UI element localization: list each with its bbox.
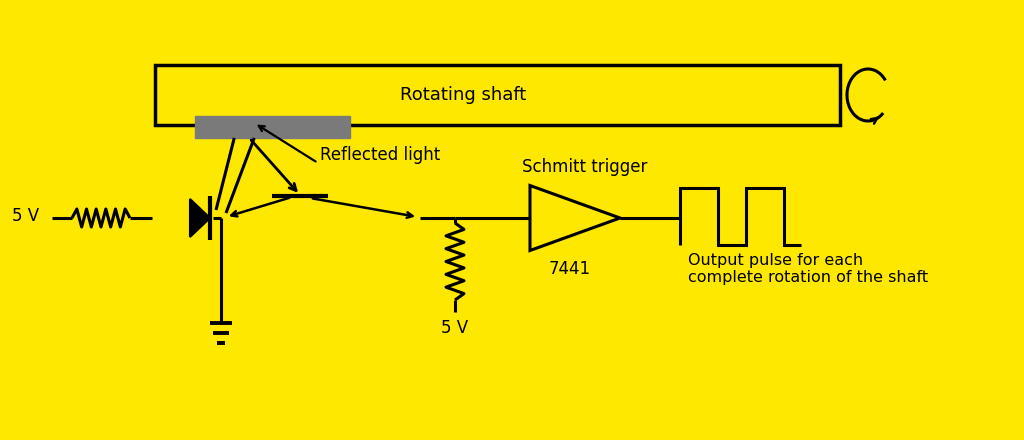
Text: Reflected light: Reflected light xyxy=(319,146,440,164)
Polygon shape xyxy=(530,186,620,250)
Text: 7441: 7441 xyxy=(549,260,591,279)
Polygon shape xyxy=(190,199,210,237)
Text: 5 V: 5 V xyxy=(441,319,469,337)
Text: Rotating shaft: Rotating shaft xyxy=(400,86,526,104)
Bar xyxy=(155,65,840,125)
Text: Schmitt trigger: Schmitt trigger xyxy=(522,158,648,176)
Text: Output pulse for each
complete rotation of the shaft: Output pulse for each complete rotation … xyxy=(688,253,928,286)
Text: 5 V: 5 V xyxy=(12,207,39,225)
Bar xyxy=(195,116,350,138)
